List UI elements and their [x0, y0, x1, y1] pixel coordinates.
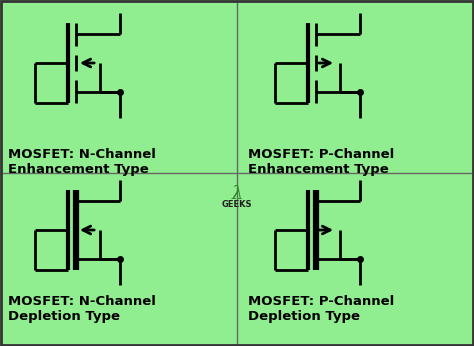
- Text: MOSFET: N-Channel
Enhancement Type: MOSFET: N-Channel Enhancement Type: [8, 148, 156, 176]
- Text: GEEKS: GEEKS: [222, 200, 252, 209]
- Text: λ: λ: [231, 185, 243, 203]
- Text: MOSFET: P-Channel
Depletion Type: MOSFET: P-Channel Depletion Type: [248, 295, 394, 323]
- Text: MOSFET: P-Channel
Enhancement Type: MOSFET: P-Channel Enhancement Type: [248, 148, 394, 176]
- Text: MOSFET: N-Channel
Depletion Type: MOSFET: N-Channel Depletion Type: [8, 295, 156, 323]
